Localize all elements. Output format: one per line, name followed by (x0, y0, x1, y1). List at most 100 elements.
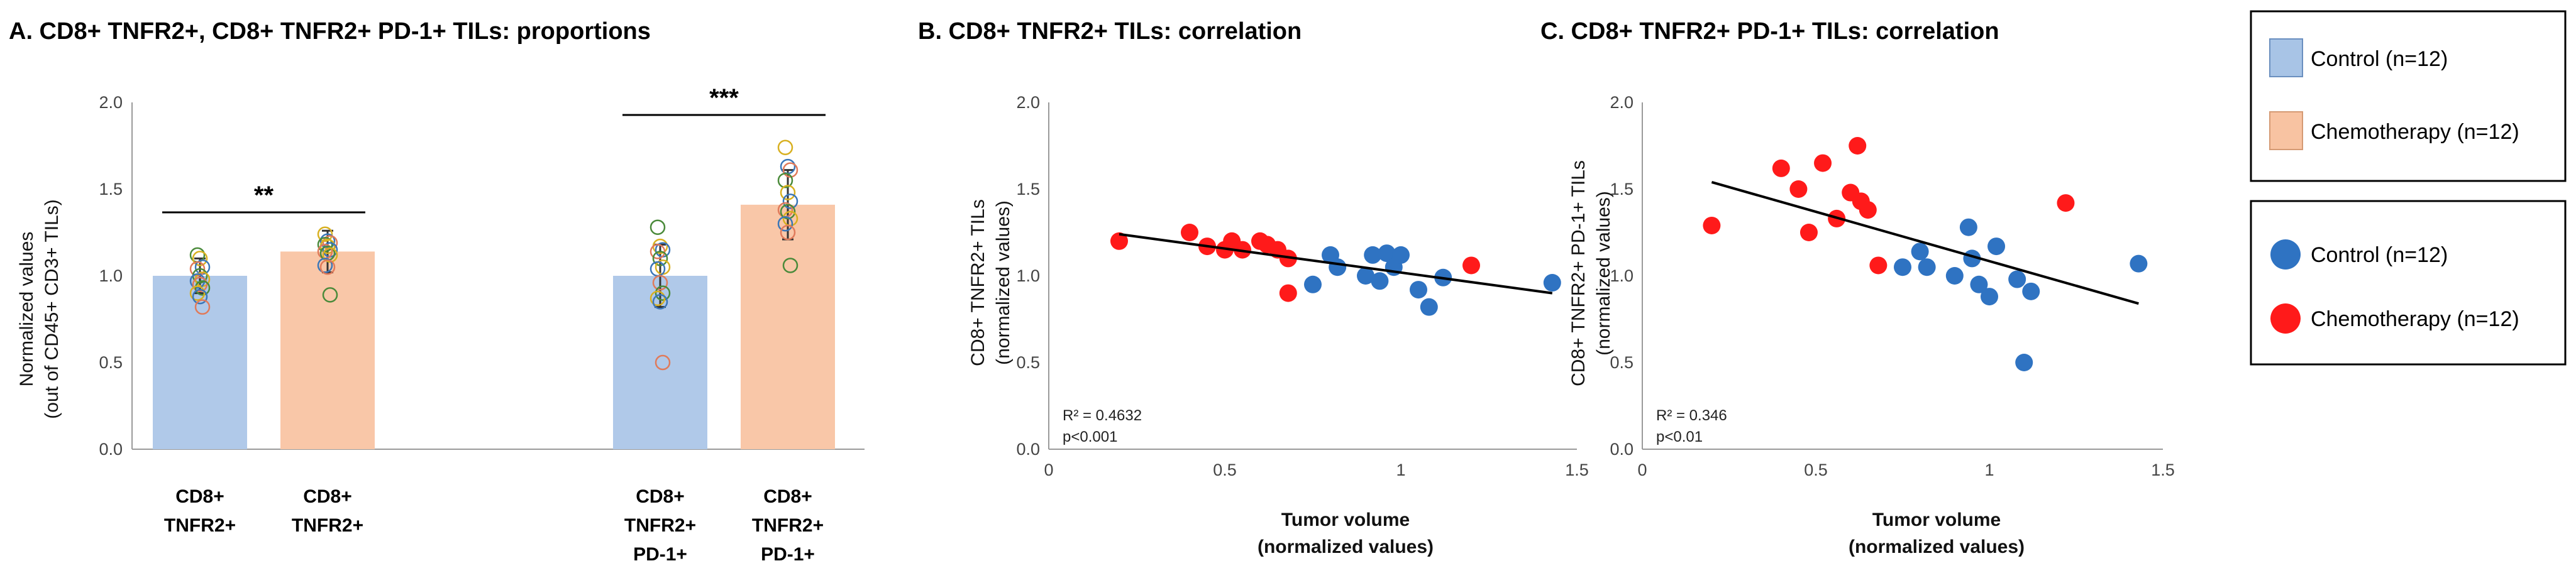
panel-b-point-control (1304, 275, 1322, 293)
panel-a-ytick-label: 0.0 (99, 440, 123, 459)
panel-c-point-control (1918, 258, 1936, 276)
panel-c-point-control (1987, 237, 2006, 256)
panel-a-data-point (189, 261, 206, 277)
panel-a-data-point (777, 172, 793, 188)
panel-a-bars: ***** (153, 84, 835, 449)
panel-a-data-point (652, 251, 668, 266)
panel-c-ytick-label: 1.5 (1610, 180, 1633, 199)
panel-c-point-chemotherapy (1859, 201, 1877, 219)
panel-c-point-control (1981, 288, 1998, 306)
panel-b-scatter-chart: B. CD8+ TNFR2+ TILs: correlation CD8+ TN… (918, 18, 1589, 557)
panel-a-category-label: PD-1+ (761, 544, 815, 565)
panel-b-point-chemotherapy (1110, 232, 1128, 250)
panel-a-category-label: CD8+ (175, 486, 224, 507)
panel-b-point-control (1329, 258, 1347, 276)
legend-bars-label-chemo: Chemotherapy (n=12) (2311, 120, 2519, 144)
panel-b-r-squared: R² = 0.4632 (1063, 407, 1142, 424)
panel-b-xlabel-line2: (normalized values) (1258, 537, 1434, 557)
panel-b-plot-area: 0.0 0.5 1.0 1.5 2.0 0 0.5 1 1.5 R² = 0.4632 p<0.00… (1016, 93, 1588, 479)
panel-a-data-point (782, 162, 799, 178)
panel-c-point-chemotherapy (1799, 224, 1818, 241)
panel-b-point-control (1410, 281, 1427, 299)
panel-a-data-point (322, 247, 338, 263)
panel-a-data-point (655, 354, 671, 371)
panel-b-xlabel-line1: Tumor volume (1281, 510, 1410, 530)
panel-a-bar-chemotherapy (280, 251, 375, 449)
panel-b-point-control (1371, 272, 1389, 290)
panel-c-point-control (1894, 258, 1911, 276)
panel-c-ytick-label: 0.5 (1610, 353, 1633, 372)
panel-b-point-control (1357, 267, 1374, 285)
panel-c-point-control (2130, 254, 2148, 273)
panel-a-ytick-label: 2.0 (99, 93, 123, 112)
legend-dots-marker-control (2270, 239, 2301, 270)
panel-b-ylabel-line2: (normalized values) (993, 200, 1014, 365)
panel-a-ytick-label: 0.5 (99, 353, 123, 372)
legend-dots-frame (2250, 200, 2567, 366)
panel-a-data-point (189, 285, 206, 301)
panel-b-point-control (1364, 246, 1382, 264)
panel-c-plot-area: 0.0 0.5 1.0 1.5 2.0 0 0.5 1 1.5 R² = 0.346 p<0.01 (1610, 93, 2174, 479)
legend-bars: Control (n=12) Chemotherapy (n=12) (2250, 10, 2567, 182)
legend-dots-marker-chemo (2270, 303, 2301, 334)
panel-c-ylabel-line1: CD8+ TNFR2+ PD-1+ TILs (1568, 160, 1589, 386)
panel-c-xtick-label: 0.5 (1804, 461, 1828, 479)
panel-a-significance-label: ** (254, 182, 274, 209)
panel-b-point-control (1378, 244, 1396, 263)
panel-c-point-chemotherapy (1814, 154, 1832, 172)
panel-a-data-point (650, 219, 666, 235)
panel-a-data-point (317, 258, 333, 273)
panel-a-ytick-label: 1.5 (99, 180, 123, 199)
panel-b-xtick-label: 1.5 (1565, 461, 1589, 479)
panel-b-p-value: p<0.001 (1063, 428, 1117, 445)
panel-a-data-point (192, 288, 208, 305)
panel-c-xlabel-line2: (normalized values) (1849, 537, 2025, 557)
panel-c-title: C. CD8+ TNFR2+ PD-1+ TILs: correlation (1540, 18, 1999, 45)
panel-a-ylabel-line1: Normalized values (16, 232, 37, 387)
panel-c-p-value: p<0.01 (1656, 428, 1703, 445)
panel-c-xtick-label: 0 (1637, 461, 1647, 479)
panel-c-ylabel-line2: (normalized values) (1593, 191, 1614, 356)
panel-c-point-control (2022, 282, 2040, 300)
panel-b-point-chemotherapy (1279, 284, 1297, 302)
panel-a-category-label: CD8+ (763, 486, 812, 507)
panel-a-data-point (780, 204, 796, 220)
panel-a-bar-chart: A. CD8+ TNFR2+, CD8+ TNFR2+ PD-1+ TILs: … (9, 18, 865, 565)
panel-c-xtick-label: 1.5 (2151, 461, 2175, 479)
panel-b-ytick-label: 0.5 (1016, 353, 1040, 372)
panel-b-point-chemotherapy (1279, 249, 1297, 268)
panel-b-xtick-label: 0.5 (1213, 461, 1237, 479)
panel-c-xlabel-line1: Tumor volume (1872, 510, 2001, 530)
panel-b-ytick-label: 2.0 (1016, 93, 1040, 112)
panel-b-point-control (1543, 274, 1561, 292)
panel-c-point-chemotherapy (1849, 137, 1867, 155)
panel-c-point-control (2008, 270, 2026, 288)
panel-a-data-point (317, 226, 333, 243)
legend-dots-label-control: Control (n=12) (2311, 243, 2448, 267)
panel-a-data-point (782, 194, 799, 209)
panel-c-point-chemotherapy (2057, 194, 2075, 212)
panel-a-data-point (780, 185, 796, 200)
panel-a-category-label: CD8+ (636, 486, 685, 507)
panel-b-point-control (1392, 246, 1410, 264)
panel-c-point-control (1945, 267, 1964, 285)
panel-c-ytick-label: 2.0 (1610, 93, 1633, 112)
legend-bars-frame (2250, 10, 2567, 182)
legend-bars-swatch-chemo (2269, 111, 2303, 150)
panel-c-scatter-chart: C. CD8+ TNFR2+ PD-1+ TILs: correlation C… (1540, 18, 2175, 557)
panel-c-ytick-label: 0.0 (1610, 440, 1633, 459)
panel-c-point-chemotherapy (1772, 159, 1790, 177)
panel-a-data-point (322, 287, 338, 303)
panel-a-data-point (652, 294, 668, 310)
panel-c-point-control (1911, 243, 1929, 261)
panel-a-data-point (319, 259, 336, 275)
panel-a-data-point (777, 139, 793, 156)
panel-a-title: A. CD8+ TNFR2+, CD8+ TNFR2+ PD-1+ TILs: … (9, 18, 651, 45)
legend-dots: Control (n=12) Chemotherapy (n=12) (2250, 200, 2567, 366)
panel-a-ylabel-line2: (out of CD45+ CD3+ TILs) (41, 199, 62, 419)
panel-c-trendline (1711, 181, 2139, 305)
panel-b-point-chemotherapy (1181, 224, 1198, 241)
panel-b-ytick-label: 0.0 (1016, 440, 1040, 459)
panel-a-category-label: PD-1+ (633, 544, 687, 565)
panel-a-category-label: TNFR2+ (624, 515, 696, 536)
